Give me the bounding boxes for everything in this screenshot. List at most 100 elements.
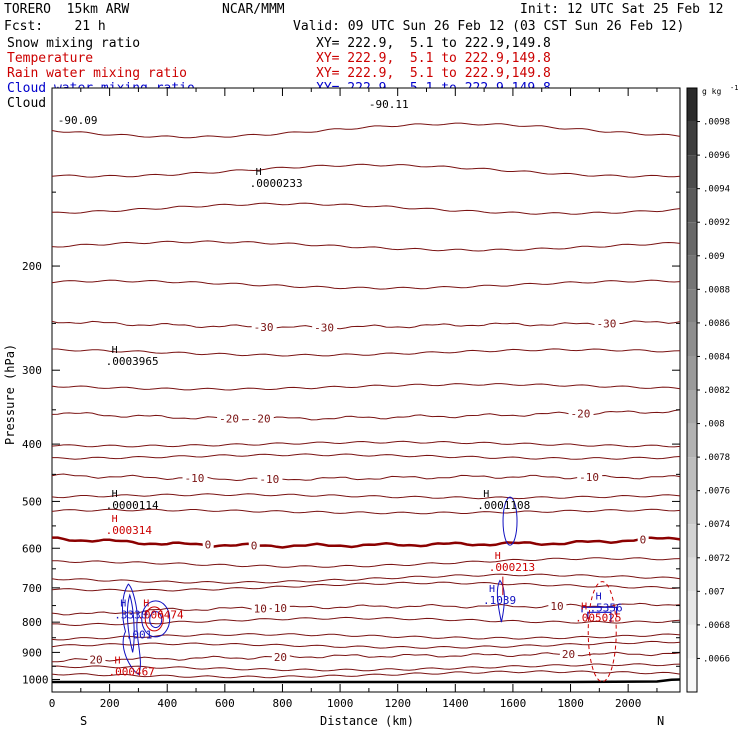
- y-tick-label: 200: [22, 260, 42, 273]
- contour-line: [52, 348, 681, 357]
- contour-line: [51, 202, 681, 215]
- colorbar-segment: [687, 457, 697, 491]
- colorbar-segment: [687, 222, 697, 256]
- isotherm-label: -10: [259, 473, 279, 486]
- contour-line: [51, 383, 681, 391]
- extremum-marker: H: [114, 656, 120, 667]
- isotherm-label-bg: [251, 602, 270, 615]
- x-axis-label: Distance (km): [320, 714, 414, 728]
- colorbar-tick-label: .0076: [703, 487, 730, 497]
- field-name: Snow mixing ratio: [7, 36, 141, 51]
- colorbar: .0098 .0096 .0094 .0092 .009 .0088 .0086 .0084.…: [686, 84, 738, 693]
- isotherm-label: -30: [314, 321, 334, 334]
- contour-line: [51, 163, 681, 178]
- forecast-hour: Fcst: 21 h: [4, 19, 106, 34]
- colorbar-segment: [687, 121, 697, 156]
- extremum-marker: H: [112, 514, 118, 525]
- isotherm--10: [51, 473, 681, 482]
- colorbar-tick-label: .0072: [703, 554, 730, 564]
- isotherm-label-bg: [568, 407, 594, 420]
- isotherm-label-bg: [594, 317, 620, 330]
- extremum-value: .005025: [575, 612, 621, 625]
- isotherm-label: 10: [254, 602, 267, 615]
- isotherm-label: -20: [571, 407, 591, 420]
- field-xy-range: XY= 222.9, 5.1 to 222.9,149.8: [316, 36, 551, 51]
- rain-water-contour: [587, 581, 617, 683]
- cloud-water-contour: [149, 611, 163, 629]
- x-tick-label: 1200: [384, 697, 411, 710]
- isotherm-label-bg: [312, 321, 338, 334]
- plot-frame: [51, 87, 681, 693]
- colorbar-unit-exponent: -1: [730, 84, 738, 92]
- extremum-marker: H: [112, 345, 118, 356]
- isotherm-label-bg: [271, 601, 290, 614]
- cloud-water-contour: [581, 606, 618, 618]
- y-axis-label: Pressure (hPa): [3, 344, 17, 445]
- field-xy-range: XY= 222.9, 5.1 to 222.9,149.8: [316, 66, 551, 81]
- colorbar-segment: [687, 490, 697, 525]
- x-tick-label: 1600: [500, 697, 526, 710]
- contour-line: [51, 581, 681, 592]
- contour-line: [51, 493, 681, 500]
- isotherm-label-bg: [182, 472, 208, 485]
- extremum-value: .0001108: [477, 499, 530, 512]
- contour-line: [51, 640, 681, 649]
- isotherm-label: -30: [254, 321, 274, 334]
- isotherm-label: -20: [219, 412, 239, 425]
- isotherm-0: [52, 536, 681, 549]
- colorbar-tick-label: .0066: [703, 654, 730, 664]
- contour-line: [51, 279, 681, 290]
- extremum-marker: H: [495, 551, 501, 562]
- valid-time: Valid: 09 UTC Sun 26 Feb 12 (03 CST Sun …: [293, 19, 685, 34]
- extremum-value: .006474: [137, 608, 184, 621]
- contour-line: [51, 122, 681, 139]
- extremum-value: .0000233: [250, 177, 303, 190]
- extremum-marker: H: [112, 489, 118, 500]
- isotherm-label: 10: [274, 602, 287, 615]
- isotherm--30: [51, 320, 681, 330]
- contour-line: [51, 508, 681, 515]
- isotherm-label: -10: [579, 471, 599, 484]
- cloud-water-contour: [122, 583, 141, 675]
- x-tick-label: 200: [100, 697, 120, 710]
- colorbar-segment: [687, 423, 697, 458]
- isotherm-label-bg: [271, 651, 290, 664]
- colorbar-segment: [687, 390, 697, 424]
- colorbar-segment: [687, 88, 697, 122]
- colorbar-segment: [687, 624, 697, 659]
- isotherm-label-bg: [251, 320, 277, 333]
- model-title: TORERO 15km ARW: [4, 2, 130, 17]
- x-tick-label: 1400: [442, 697, 469, 710]
- top-contour-label: -90.09: [58, 114, 98, 127]
- colorbar-tick-label: .007: [703, 587, 725, 597]
- colorbar-segment: [687, 322, 697, 357]
- y-tick-label: 400: [22, 438, 42, 451]
- x-end-label-north: N: [657, 714, 664, 728]
- colorbar-tick-label: .0092: [703, 218, 730, 228]
- extremum-marker: H: [120, 598, 126, 609]
- colorbar-tick-label: .0068: [703, 621, 730, 631]
- x-tick-label: 600: [215, 697, 235, 710]
- contour-line: [51, 663, 681, 672]
- x-tick-label: 400: [157, 697, 177, 710]
- isotherm-label: -30: [596, 318, 616, 331]
- extremum-value: .000213: [489, 561, 535, 574]
- x-tick-label: 800: [273, 697, 293, 710]
- colorbar-tick-label: .0078: [703, 453, 730, 463]
- isotherm-label: 20: [274, 651, 287, 664]
- x-tick-label: 1000: [327, 697, 354, 710]
- colorbar-segment: [687, 188, 697, 223]
- isotherm-label: -10: [185, 472, 205, 485]
- extremum-marker: H: [256, 167, 262, 178]
- colorbar-segment: [687, 524, 697, 558]
- init-time: Init: 12 UTC Sat 25 Feb 12: [520, 2, 724, 17]
- extremum-value: .000467: [108, 666, 154, 679]
- rain-water-contour: [144, 606, 164, 632]
- extremum-value: .0000114: [106, 499, 159, 512]
- x-end-label-south: S: [80, 714, 87, 728]
- colorbar-tick-label: .0074: [703, 520, 730, 530]
- colorbar-tick-label: .009: [703, 252, 725, 262]
- cloud-water-contour: [496, 579, 505, 623]
- contour-line: [51, 557, 681, 568]
- y-tick-label: 300: [22, 364, 42, 377]
